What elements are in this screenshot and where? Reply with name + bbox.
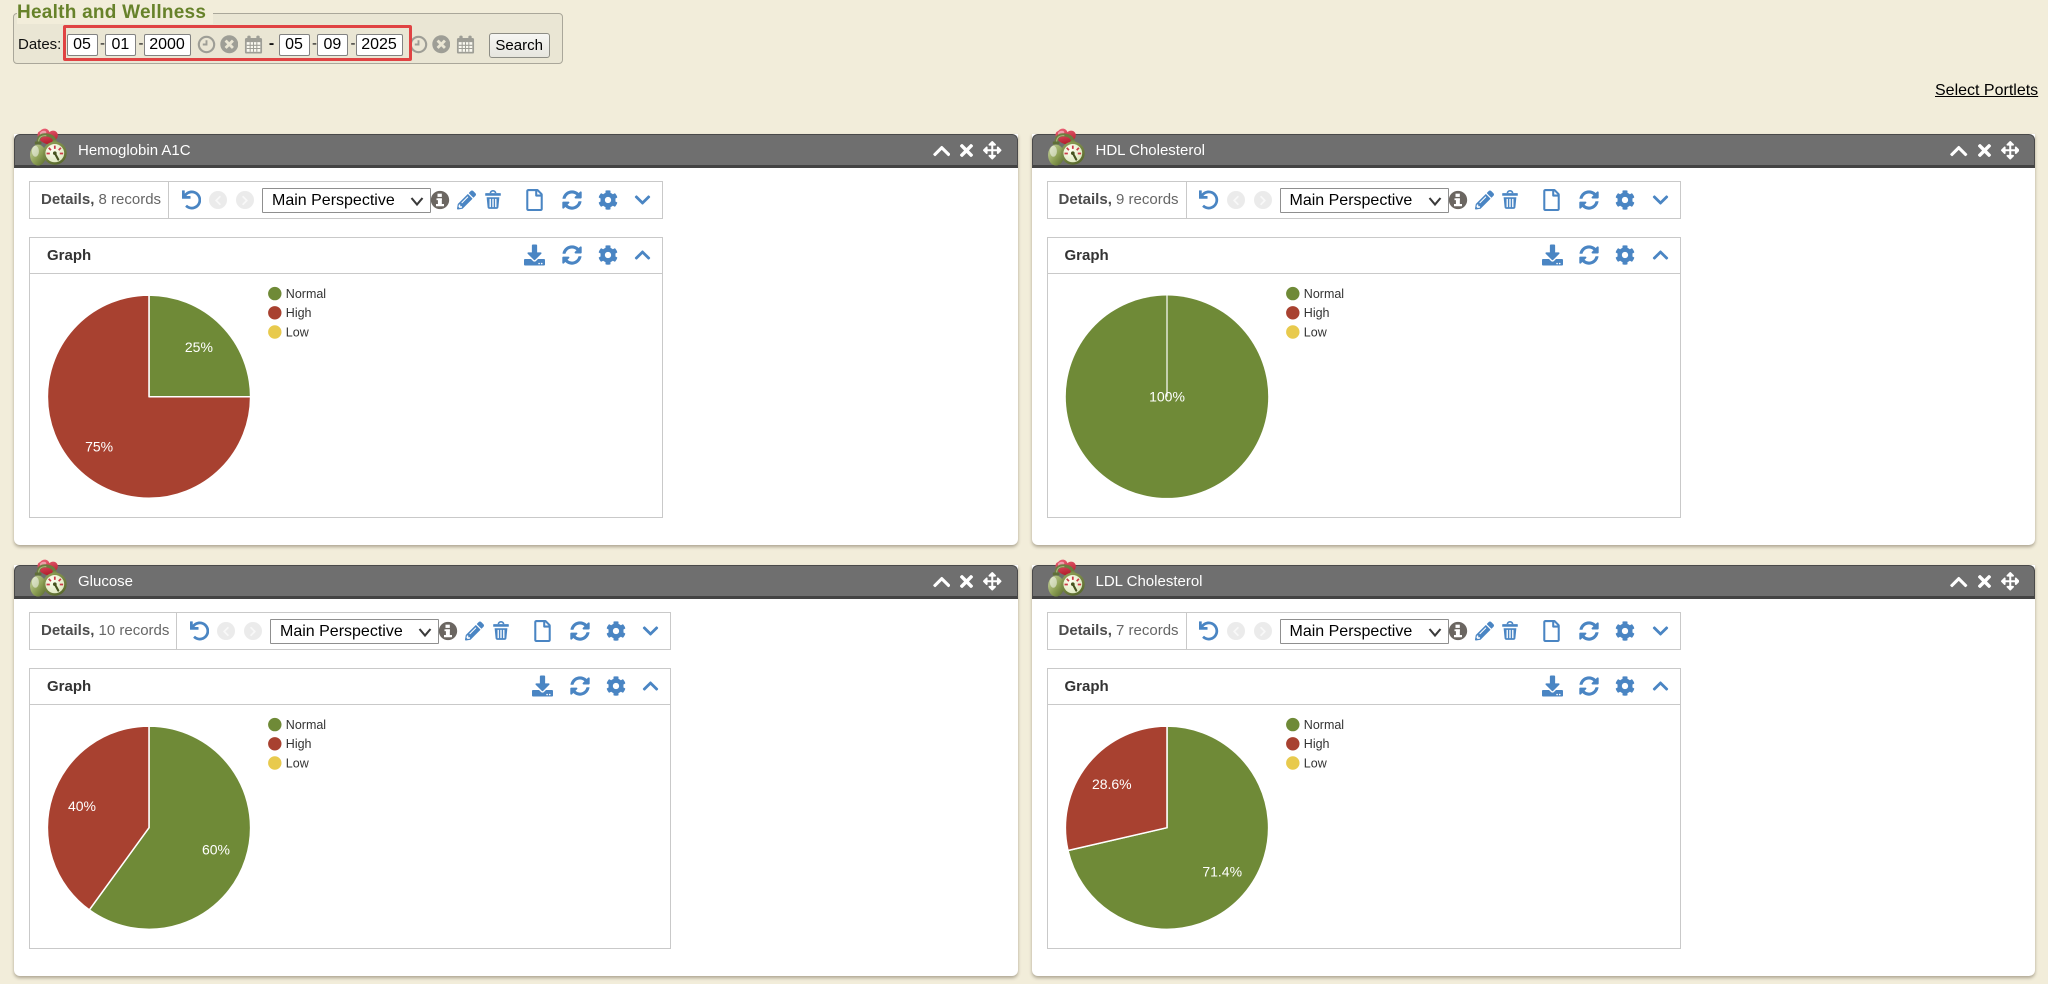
svg-text:60%: 60% <box>202 841 230 857</box>
svg-text:Low: Low <box>286 756 310 770</box>
svg-text:71.4%: 71.4% <box>1202 863 1242 879</box>
svg-text:High: High <box>1303 737 1329 751</box>
svg-text:75%: 75% <box>85 438 113 454</box>
svg-text:40%: 40% <box>68 797 96 813</box>
svg-text:Normal: Normal <box>286 718 326 732</box>
svg-text:Low: Low <box>1303 756 1327 770</box>
svg-text:High: High <box>286 306 312 320</box>
svg-text:28.6%: 28.6% <box>1091 775 1131 791</box>
svg-text:Low: Low <box>1303 325 1327 339</box>
svg-text:High: High <box>1303 306 1329 320</box>
svg-text:Normal: Normal <box>1303 287 1343 301</box>
svg-text:High: High <box>286 737 312 751</box>
svg-text:100%: 100% <box>1149 388 1185 404</box>
svg-text:Normal: Normal <box>286 287 326 301</box>
svg-text:Low: Low <box>286 325 310 339</box>
svg-text:Normal: Normal <box>1303 718 1343 732</box>
svg-text:25%: 25% <box>185 338 213 354</box>
